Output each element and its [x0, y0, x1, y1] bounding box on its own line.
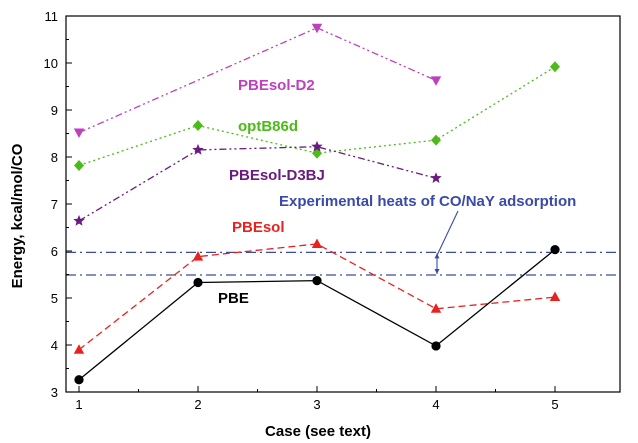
series-label-optb86d: optB86d — [238, 118, 298, 135]
y-tick-label: 4 — [51, 338, 58, 353]
series-markers — [73, 23, 561, 385]
reference-lines — [66, 251, 620, 276]
data-point-pbesol-d3bj — [73, 214, 85, 226]
y-tick-label: 11 — [45, 9, 59, 24]
data-point-pbe — [431, 341, 441, 351]
data-point-optb86d — [193, 120, 203, 132]
y-tick-label: 8 — [51, 150, 58, 165]
data-point-pbesol-d3bj — [311, 140, 323, 152]
data-point-optb86d — [74, 159, 84, 171]
y-tick-label: 6 — [51, 244, 58, 259]
x-tick-label: 2 — [194, 397, 201, 412]
data-point-optb86d — [312, 147, 322, 159]
y-axis-title: Energy, kcal/mol/CO — [9, 143, 26, 288]
x-tick-label: 5 — [551, 397, 558, 412]
annotation-leader-line — [436, 210, 459, 256]
data-point-pbe — [312, 276, 322, 286]
data-point-pbe — [74, 375, 84, 385]
y-tick-label: 9 — [51, 103, 58, 118]
series-label-pbesol: PBEsol — [232, 219, 285, 236]
y-tick-label: 5 — [51, 291, 58, 306]
series-line-pbe — [78, 249, 556, 381]
x-axis-title: Case (see text) — [265, 423, 371, 440]
y-tick-label: 10 — [44, 56, 58, 71]
y-tick-label: 7 — [51, 197, 58, 212]
y-tick-label: 3 — [51, 385, 58, 400]
x-tick-label: 3 — [313, 397, 320, 412]
series-label-pbe: PBE — [218, 290, 249, 307]
data-point-pbesol — [192, 251, 204, 261]
data-point-pbesol-d2 — [430, 76, 442, 86]
data-point-optb86d — [550, 61, 560, 73]
data-point-pbesol-d3bj — [192, 143, 204, 155]
x-tick-label: 4 — [432, 397, 439, 412]
x-tick-label: 1 — [75, 397, 82, 412]
annotation-experimental: Experimental heats of CO/NaY adsorption — [279, 193, 576, 210]
series-label-pbesol-d2: PBEsol-D2 — [238, 77, 315, 94]
annotation-arrow — [434, 210, 459, 274]
data-point-pbesol-d2 — [73, 128, 85, 139]
axis-ticks: 1 2 3 4 5 3 4 5 6 7 8 9 10 11 — [44, 9, 559, 412]
data-point-pbe — [550, 244, 560, 255]
data-point-pbesol-d2 — [311, 23, 323, 34]
data-point-pbesol — [73, 344, 85, 354]
data-point-pbesol — [311, 238, 323, 248]
data-point-pbesol-d3bj — [430, 172, 442, 183]
data-point-pbesol — [549, 291, 561, 302]
data-point-pbe — [193, 277, 203, 288]
annotation-arrowhead-down — [434, 268, 440, 274]
data-point-pbesol — [430, 303, 442, 313]
series-line-pbesol — [78, 243, 556, 351]
data-point-optb86d — [431, 134, 441, 146]
series-label-pbesol-d3bj: PBEsol-D3BJ — [229, 167, 325, 184]
annotation-arrowhead-up — [434, 253, 440, 259]
